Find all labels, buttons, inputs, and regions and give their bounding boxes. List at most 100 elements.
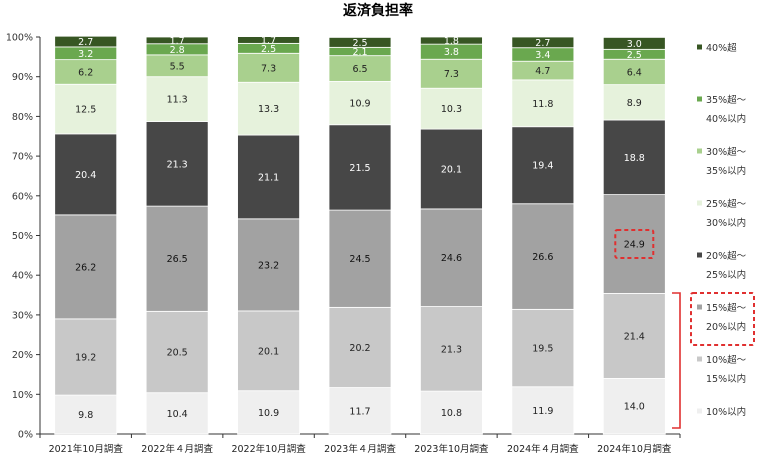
data-label: 20.2	[349, 343, 370, 354]
bar-segment	[54, 394, 118, 435]
bar-segment	[602, 378, 666, 435]
legend-label: 20%以内	[706, 321, 746, 333]
y-tick-label: 100%	[6, 33, 33, 44]
legend-label: 15%超～	[706, 302, 747, 314]
bar-segment	[145, 205, 209, 312]
data-label: 9.8	[78, 410, 93, 421]
legend-swatch	[697, 408, 702, 414]
data-label: 21.3	[441, 344, 462, 355]
data-label: 24.6	[441, 253, 462, 264]
data-label: 21.4	[624, 331, 645, 342]
data-label: 26.5	[167, 254, 188, 265]
data-label: 3.0	[627, 39, 642, 50]
highlight-annotations	[614, 229, 755, 429]
data-label: 11.9	[532, 406, 553, 417]
y-tick-label: 90%	[12, 72, 33, 83]
bar-segment	[602, 293, 666, 379]
data-label: 10.9	[258, 408, 279, 419]
bar-segment	[511, 126, 575, 205]
legend-label: 30%以内	[706, 217, 746, 229]
data-label: 21.3	[167, 159, 188, 170]
data-label: 6.2	[78, 67, 93, 78]
y-tick-label: 20%	[12, 350, 33, 361]
x-tick-label: 2022年10月調査	[231, 443, 306, 455]
legend: 40%超 35%超～ 40%以内 30%超～ 35%以内 25%超～ 30%以内 20%超～ 2…	[697, 42, 747, 418]
data-label: 7.3	[261, 63, 276, 74]
bar-segment	[602, 36, 666, 50]
data-label: 14.0	[624, 402, 645, 413]
x-tick-label: 2024年４月調査	[507, 443, 579, 455]
bar-segment	[420, 306, 483, 392]
data-label: 2.8	[170, 45, 185, 56]
legend-label: 15%以内	[706, 373, 746, 385]
legend-swatch	[697, 96, 702, 102]
bar-segment	[602, 58, 666, 86]
bar-segment	[602, 194, 666, 294]
legend-swatch	[697, 200, 702, 206]
data-label: 20.5	[167, 348, 188, 359]
bar-segment	[54, 318, 118, 396]
data-label: 13.3	[258, 104, 279, 115]
legend-label: 20%超～	[706, 250, 747, 262]
bar-segment	[145, 310, 209, 394]
data-label: 10.3	[441, 104, 462, 115]
legend-swatch	[697, 44, 702, 50]
legend-label: 30%超～	[706, 146, 747, 158]
legend-label: 40%以内	[706, 113, 746, 125]
data-label: 3.4	[535, 50, 550, 61]
bar-segment	[145, 392, 209, 435]
data-label: 26.2	[75, 262, 96, 273]
data-label: 2.5	[627, 50, 642, 61]
bar-segment	[54, 35, 118, 48]
bar-segment	[420, 208, 483, 307]
bar-segment	[511, 308, 575, 388]
legend-swatch	[697, 148, 702, 154]
y-tick-label: 70%	[12, 152, 33, 163]
bar-segment	[328, 81, 392, 126]
legend-swatch	[697, 252, 702, 258]
data-label: 19.5	[532, 344, 553, 355]
x-tick-label: 2023年10月調査	[414, 443, 489, 455]
bar-segment	[237, 134, 300, 220]
legend-swatch	[697, 356, 702, 362]
bar-segment	[237, 81, 300, 136]
legend-label: 25%超～	[706, 198, 747, 210]
data-label: 20.1	[258, 346, 279, 357]
y-tick-label: 50%	[12, 231, 33, 242]
data-label: 26.6	[532, 252, 553, 263]
bar-segment	[602, 119, 666, 196]
data-label: 2.7	[535, 38, 550, 49]
bar-segment	[237, 36, 300, 44]
data-label: 2.1	[352, 47, 367, 58]
bar-segment	[54, 83, 118, 135]
data-label: 6.4	[627, 67, 642, 78]
legend-label: 40%超	[706, 42, 737, 54]
legend-bracket	[672, 292, 681, 429]
data-label: 18.8	[624, 153, 645, 164]
bar-segment	[237, 310, 300, 392]
bar-segment	[511, 36, 575, 49]
x-tick-label: 2022年４月調査	[141, 443, 213, 455]
bar-segment	[420, 390, 483, 435]
y-tick-label: 10%	[12, 390, 33, 401]
bar-segment	[511, 386, 575, 435]
data-label: 5.5	[170, 61, 185, 72]
data-label: 10.4	[167, 409, 188, 420]
data-label: 7.3	[444, 69, 459, 80]
data-label: 10.8	[441, 408, 462, 419]
legend-label: 10%超～	[706, 354, 747, 366]
bar-segment	[237, 218, 300, 312]
legend-label: 35%超～	[706, 94, 747, 106]
highlight-box-legend	[690, 292, 755, 346]
data-label: 4.7	[535, 66, 550, 77]
data-label: 1.7	[170, 36, 185, 47]
data-label: 24.5	[349, 254, 370, 265]
legend-label: 25%以内	[706, 269, 746, 281]
data-label: 20.4	[75, 170, 96, 181]
data-label: 19.4	[532, 161, 553, 172]
bar-segment	[237, 52, 300, 83]
plot-area: 0% 10% 20% 30% 40% 50% 60% 70% 80% 90% 100% 2021年10…	[6, 33, 681, 455]
bar-segment	[145, 36, 209, 45]
y-tick-label: 0%	[18, 430, 33, 441]
